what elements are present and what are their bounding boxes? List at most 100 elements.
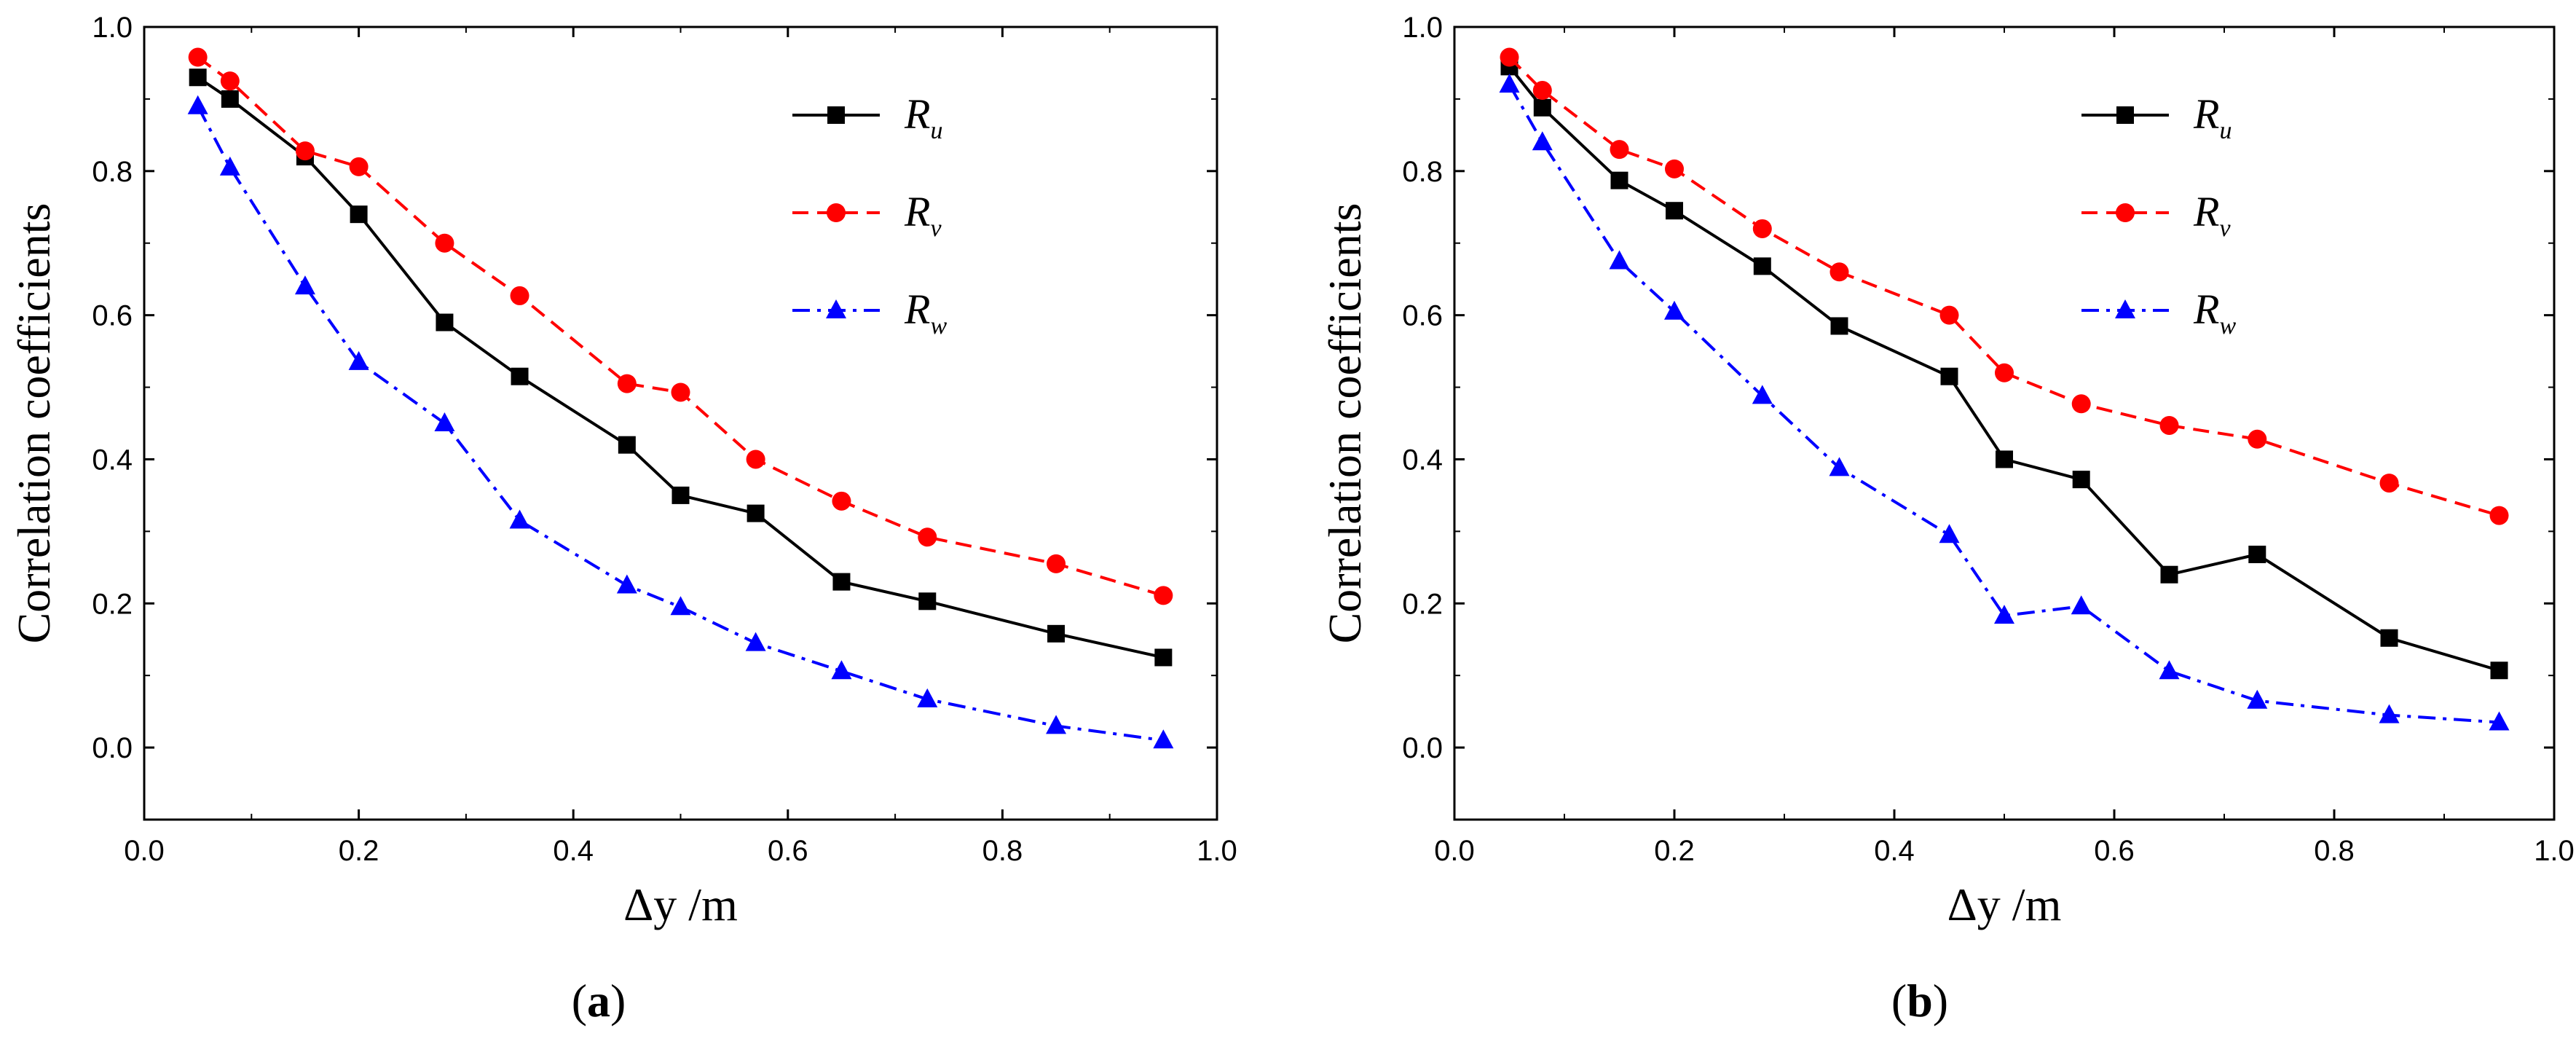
data-point-Rw bbox=[1499, 74, 1520, 93]
panel-caption: (a) bbox=[572, 975, 626, 1027]
data-point-Ru bbox=[1940, 367, 1958, 385]
data-point-Rv bbox=[2159, 415, 2179, 435]
legend-subscript: v bbox=[2219, 215, 2231, 242]
series-Rw bbox=[187, 95, 1174, 749]
y-tick-label: 0.8 bbox=[92, 156, 133, 188]
data-point-Rv bbox=[1665, 159, 1684, 178]
data-point-Rv bbox=[1939, 305, 1959, 325]
x-axis-title: Δy /m bbox=[623, 879, 738, 930]
data-point-Rv bbox=[220, 71, 240, 91]
x-tick-label: 1.0 bbox=[2534, 835, 2575, 867]
y-tick-label: 0.8 bbox=[1402, 156, 1443, 188]
data-point-Rw bbox=[1046, 715, 1067, 734]
data-point-Rw bbox=[831, 660, 852, 680]
legend-entry-Rw: Rw bbox=[2081, 286, 2236, 339]
data-point-Rw bbox=[1994, 605, 2014, 624]
legend-subscript: v bbox=[930, 215, 942, 242]
data-point-Ru bbox=[832, 573, 851, 591]
data-point-Rw bbox=[219, 156, 240, 176]
data-point-Rv bbox=[188, 47, 208, 67]
x-tick-label: 0.6 bbox=[2094, 835, 2135, 867]
legend-subscript: u bbox=[930, 117, 942, 144]
data-point-Rv bbox=[510, 286, 529, 305]
legend-label: Rv bbox=[2193, 188, 2231, 242]
data-point-Rw bbox=[187, 95, 208, 114]
legend-subscript: w bbox=[2219, 313, 2236, 339]
series-line-Ru bbox=[197, 76, 1164, 659]
data-point-Rv bbox=[349, 157, 369, 176]
data-point-Ru bbox=[189, 68, 207, 87]
data-point-Ru bbox=[2248, 546, 2266, 564]
y-axis-title: Correlation coefficients bbox=[8, 203, 60, 644]
data-point-Rw bbox=[1532, 131, 1553, 151]
legend-marker bbox=[827, 203, 846, 222]
x-tick-label: 0.2 bbox=[1654, 835, 1695, 867]
data-point-Ru bbox=[918, 592, 937, 611]
data-point-Rw bbox=[2489, 711, 2510, 731]
data-point-Rw bbox=[434, 412, 455, 431]
caption-part: a bbox=[587, 975, 610, 1027]
data-point-Rv bbox=[2489, 506, 2509, 525]
legend-entry-Ru: Ru bbox=[2081, 90, 2232, 144]
chart-panel-b: 0.0 0.2 0.4 0.6 0.8 1.0 0.0 0.2 0.4 0.6 0.8 1.0 Δy /… bbox=[1319, 12, 2575, 1027]
data-point-Rv bbox=[2379, 474, 2399, 493]
data-point-Rw bbox=[509, 509, 530, 529]
series-Rv bbox=[188, 47, 1173, 605]
panel-caption: (b) bbox=[1891, 975, 1948, 1027]
data-point-Ru bbox=[2072, 471, 2090, 489]
data-point-Rv bbox=[1500, 47, 1519, 67]
y-tick-label: 1.0 bbox=[92, 12, 133, 44]
data-point-Rw bbox=[917, 688, 938, 707]
series-Ru bbox=[1500, 58, 2508, 680]
x-tick-label: 1.0 bbox=[1197, 835, 1237, 867]
chart-panel-a: 0.0 0.2 0.4 0.6 0.8 1.0 0.0 0.2 0.4 0.6 0.8 1.0 Δy /… bbox=[8, 12, 1237, 1027]
data-point-Rw bbox=[1153, 729, 1174, 749]
data-point-Rw bbox=[1609, 250, 1630, 270]
data-point-Rv bbox=[671, 382, 690, 402]
data-point-Rv bbox=[295, 141, 315, 161]
series-Rw bbox=[1499, 74, 2510, 731]
x-tick-label: 0.4 bbox=[1874, 835, 1915, 867]
data-point-Rw bbox=[1829, 457, 1850, 476]
caption-part: b bbox=[1907, 975, 1933, 1027]
y-tick-label: 0.4 bbox=[1402, 444, 1443, 476]
x-tick-label: 0.4 bbox=[553, 835, 594, 867]
x-tick-label: 0.0 bbox=[1434, 835, 1475, 867]
data-point-Rv bbox=[832, 491, 851, 511]
caption-part: ) bbox=[610, 975, 626, 1027]
data-point-Rv bbox=[1610, 140, 1629, 160]
y-tick-label: 0.6 bbox=[1402, 300, 1443, 332]
data-point-Ru bbox=[2490, 662, 2508, 680]
data-point-Ru bbox=[350, 205, 368, 224]
legend-label: Rw bbox=[904, 286, 947, 339]
x-tick-label: 0.8 bbox=[982, 835, 1023, 867]
y-tick-label: 0.4 bbox=[92, 444, 133, 476]
y-tick-label: 0.0 bbox=[92, 732, 133, 764]
data-point-Rv bbox=[1154, 586, 1173, 605]
legend-entry-Ru: Ru bbox=[792, 90, 942, 144]
data-point-Ru bbox=[1047, 624, 1066, 643]
series-line-Rw bbox=[1508, 84, 2500, 724]
data-point-Rw bbox=[616, 574, 637, 594]
y-axis-title: Correlation coefficients bbox=[1319, 203, 1371, 644]
data-point-Ru bbox=[2160, 565, 2178, 584]
data-point-Rw bbox=[2379, 704, 2400, 723]
data-point-Rv bbox=[617, 374, 637, 393]
data-point-Rw bbox=[745, 632, 766, 651]
data-point-Rw bbox=[294, 275, 315, 295]
x-tick-label: 0.8 bbox=[2314, 835, 2355, 867]
legend-entry-Rw: Rw bbox=[792, 286, 947, 339]
caption-part: ( bbox=[572, 975, 587, 1027]
x-tick-label: 0.2 bbox=[339, 835, 379, 867]
data-point-Ru bbox=[747, 504, 765, 522]
legend-marker bbox=[2115, 299, 2135, 318]
data-point-Rv bbox=[435, 233, 454, 253]
data-point-Ru bbox=[1753, 257, 1771, 275]
data-point-Rv bbox=[1047, 554, 1066, 573]
x-axis-title: Δy /m bbox=[1947, 879, 2062, 930]
y-tick-label: 0.2 bbox=[92, 588, 133, 620]
data-point-Rw bbox=[1664, 300, 1685, 320]
data-point-Ru bbox=[221, 90, 239, 108]
data-point-Ru bbox=[671, 486, 690, 504]
